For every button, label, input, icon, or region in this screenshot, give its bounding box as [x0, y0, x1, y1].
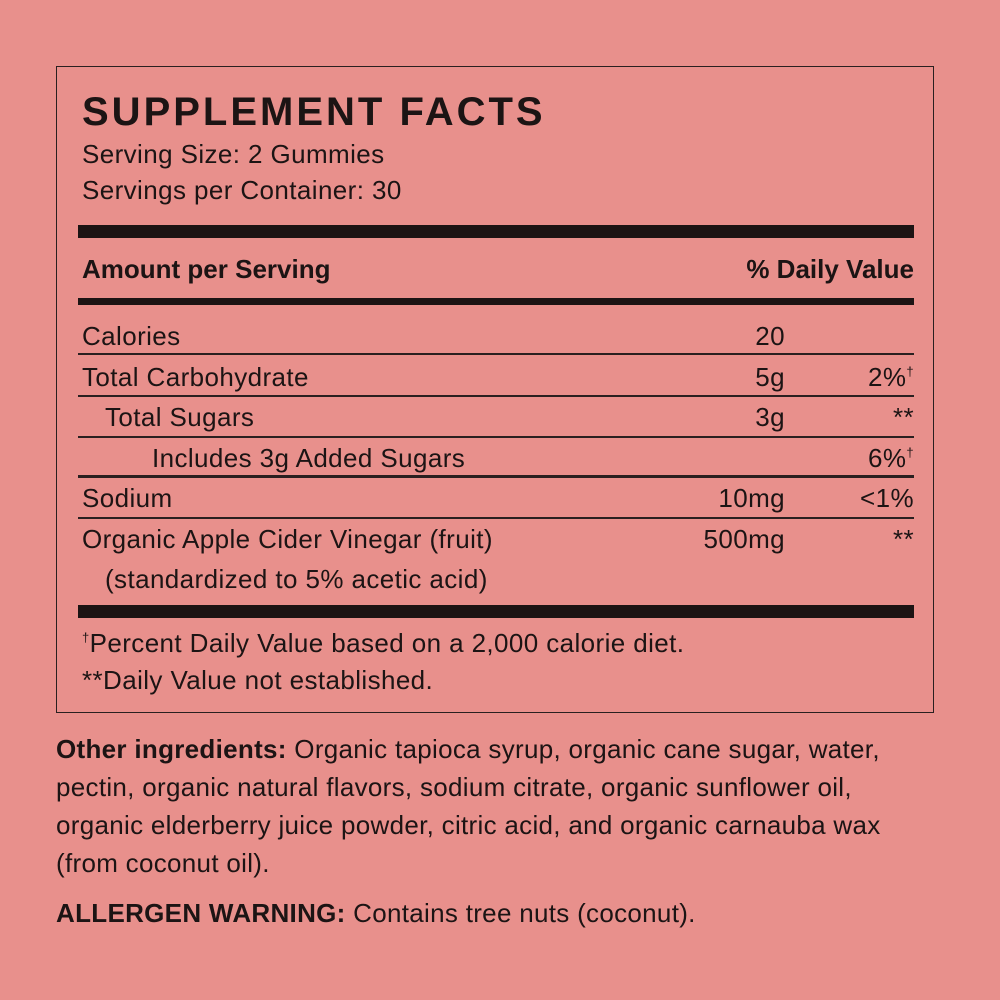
row-divider [78, 436, 914, 438]
nutrient-amount: 5g [755, 362, 785, 392]
nutrient-note: (standardized to 5% acetic acid) [105, 564, 488, 594]
daily-value-header: % Daily Value [746, 254, 914, 284]
row-divider [78, 353, 914, 355]
nutrient-amount: 20 [755, 321, 785, 351]
footnote-stars: **Daily Value not established. [82, 665, 434, 695]
nutrient-name: Sodium [82, 483, 173, 513]
nutrient-name: Includes 3g Added Sugars [152, 443, 466, 473]
nutrient-daily-value: ** [892, 524, 914, 554]
nutrient-row-added-sugars: Includes 3g Added Sugars 6%† [78, 439, 914, 479]
allergen-warning: ALLERGEN WARNING: Contains tree nuts (co… [56, 894, 936, 932]
medium-divider [78, 298, 914, 305]
allergen-text: Contains tree nuts (coconut). [345, 898, 696, 928]
nutrient-name: Organic Apple Cider Vinegar (fruit) [82, 524, 493, 554]
nutrient-name: Total Sugars [105, 402, 255, 432]
nutrient-daily-value: <1% [860, 483, 914, 513]
supplement-facts-panel [56, 66, 934, 713]
dv-value: 6% [867, 443, 907, 473]
dagger-mark: † [906, 445, 914, 460]
thick-divider [78, 605, 914, 618]
dv-value: 2% [867, 362, 907, 392]
nutrient-name: Calories [82, 321, 181, 351]
nutrient-name: Total Carbohydrate [82, 362, 309, 392]
other-ingredients: Other ingredients: Organic tapioca syrup… [56, 730, 936, 882]
dagger-mark: † [82, 630, 90, 645]
other-ingredients-text: Organic tapioca syrup, organic cane suga… [56, 734, 881, 878]
nutrient-daily-value: ** [892, 402, 914, 432]
nutrient-row-total-sugars: Total Sugars 3g ** [78, 398, 914, 438]
nutrient-amount: 10mg [718, 483, 785, 513]
nutrient-daily-value: 6%† [868, 443, 914, 474]
row-divider [78, 517, 914, 519]
allergen-label: ALLERGEN WARNING: [56, 898, 346, 928]
other-ingredients-label: Other ingredients: [56, 734, 287, 764]
nutrient-amount: 500mg [703, 524, 785, 554]
servings-per-container: Servings per Container: 30 [82, 175, 402, 205]
footnote-dagger-text: Percent Daily Value based on a 2,000 cal… [89, 628, 685, 658]
nutrient-row-total-carbohydrate: Total Carbohydrate 5g 2%† [78, 358, 914, 398]
serving-size: Serving Size: 2 Gummies [82, 139, 385, 169]
amount-per-serving-header: Amount per Serving [82, 254, 331, 284]
nutrient-amount: 3g [755, 402, 785, 432]
row-divider [78, 395, 914, 397]
dagger-mark: † [906, 364, 914, 379]
panel-title: SUPPLEMENT FACTS [82, 90, 546, 134]
nutrient-daily-value: 2%† [868, 362, 914, 393]
footnote-dagger: †Percent Daily Value based on a 2,000 ca… [82, 628, 684, 659]
row-divider [78, 475, 914, 478]
nutrient-row-sodium: Sodium 10mg <1% [78, 479, 914, 519]
nutrient-row-apple-cider-vinegar: Organic Apple Cider Vinegar (fruit) 500m… [78, 520, 914, 600]
nutrient-row-calories: Calories 20 [78, 317, 914, 357]
thick-divider [78, 225, 914, 238]
